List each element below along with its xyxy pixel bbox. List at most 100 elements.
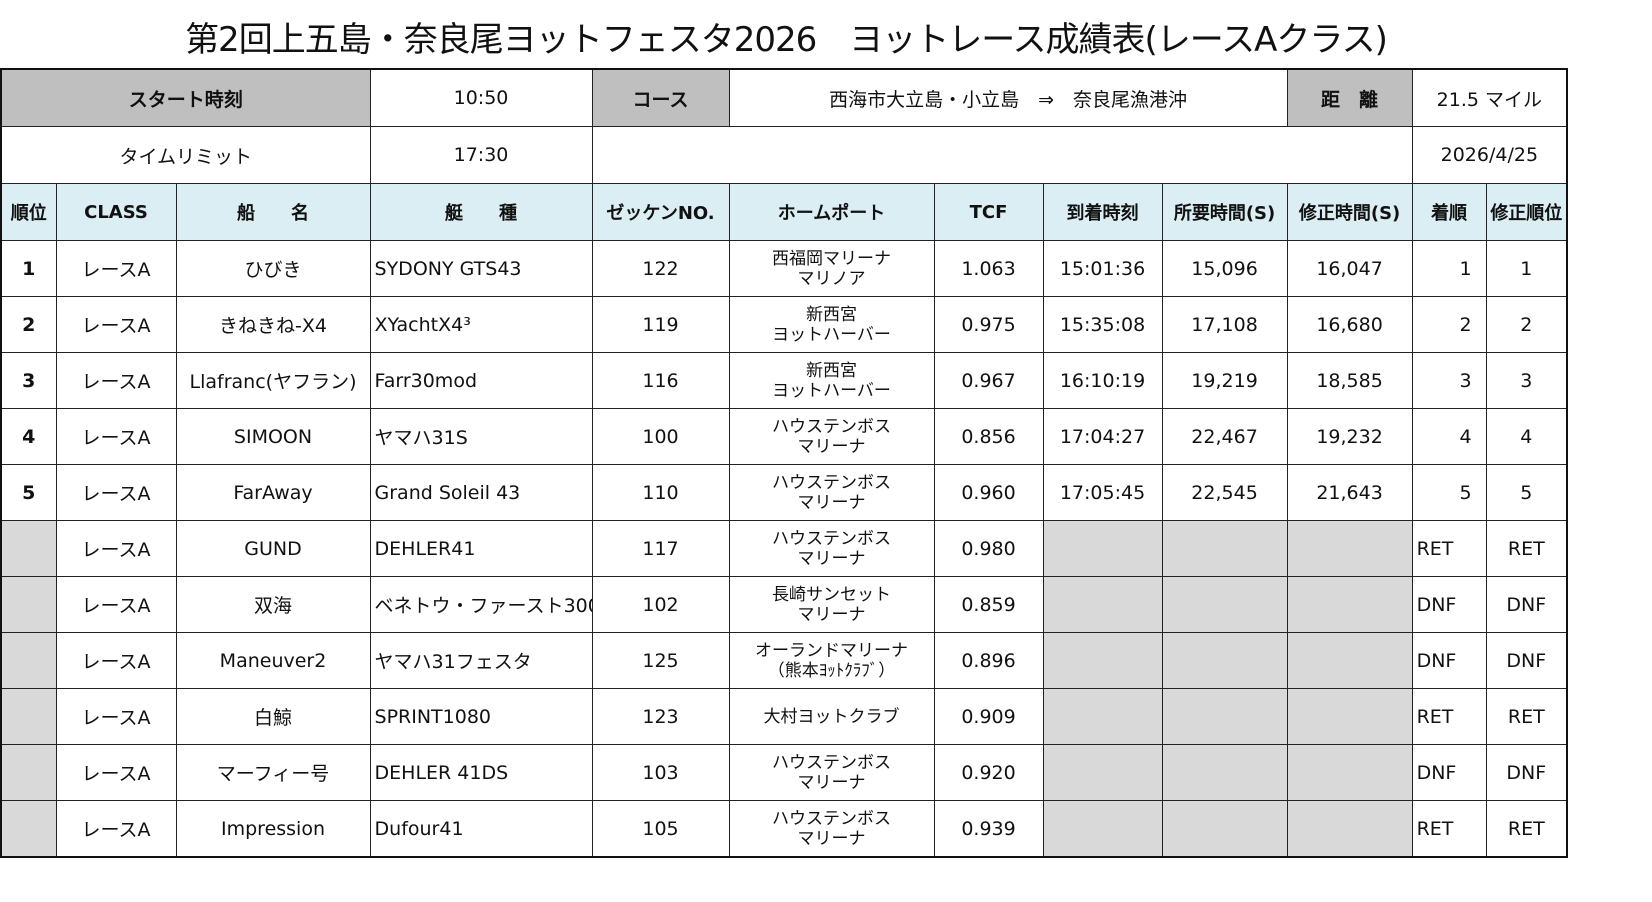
arrival-time-cell: 15:01:36	[1042, 240, 1163, 297]
table-row: レースA 双海 ベネトウ・ファースト300 102 長崎サンセット マリーナ 0.859 DN…	[0, 576, 1568, 633]
tcf-cell: 0.960	[933, 464, 1044, 521]
home-port-line: ヨットハーバー	[772, 324, 891, 345]
table-row: 1 レースA ひびき SYDONY GTS43 122 西福岡マリーナ マリノア 1.063 1…	[0, 240, 1568, 297]
tcf-cell: 0.980	[933, 520, 1044, 577]
class-cell: レースA	[55, 576, 177, 633]
arrival-time-cell	[1042, 632, 1163, 689]
home-port-cell: 新西宮 ヨットハーバー	[728, 352, 935, 409]
course-label: コース	[591, 68, 730, 127]
table-row: レースA 白鯨 SPRINT1080 123 大村ヨットクラブ 0.909 RET RET	[0, 688, 1568, 745]
start-time-label: スタート時刻	[0, 68, 371, 127]
arrival-time-cell	[1042, 520, 1163, 577]
blank-cell	[591, 126, 1413, 184]
home-port-line: マリーナ	[797, 828, 866, 849]
corrected-time-cell: 18,585	[1286, 352, 1413, 409]
column-header: 修正順位	[1485, 183, 1568, 241]
column-header: 着順	[1411, 183, 1487, 241]
sail-number-cell: 110	[591, 464, 730, 521]
tcf-cell: 1.063	[933, 240, 1044, 297]
tcf-cell: 0.909	[933, 688, 1044, 745]
boat-type-cell: SYDONY GTS43	[369, 240, 593, 297]
arrival-time-cell: 15:35:08	[1042, 296, 1163, 353]
sail-number-cell: 123	[591, 688, 730, 745]
corrected-time-cell: 16,680	[1286, 296, 1413, 353]
home-port-cell: 新西宮 ヨットハーバー	[728, 296, 935, 353]
boat-name-cell: Llafranc(ヤフラン)	[175, 352, 371, 409]
tcf-cell: 0.920	[933, 744, 1044, 801]
distance: 21.5 マイル	[1411, 68, 1568, 127]
tcf-cell: 0.859	[933, 576, 1044, 633]
elapsed-time-cell	[1161, 800, 1288, 858]
class-cell: レースA	[55, 520, 177, 577]
home-port-line: マリーナ	[797, 492, 866, 513]
elapsed-time-cell: 17,108	[1161, 296, 1288, 353]
finish-order-cell: DNF	[1411, 632, 1487, 689]
corrected-rank-cell: DNF	[1485, 576, 1568, 633]
boat-name-cell: FarAway	[175, 464, 371, 521]
table-row: 4 レースA SIMOON ヤマハ31S 100 ハウステンボス マリーナ 0.856 17:0…	[0, 408, 1568, 465]
arrival-time-cell: 17:04:27	[1042, 408, 1163, 465]
class-cell: レースA	[55, 240, 177, 297]
class-cell: レースA	[55, 744, 177, 801]
boat-type-cell: SPRINT1080	[369, 688, 593, 745]
corrected-time-cell	[1286, 800, 1413, 858]
class-cell: レースA	[55, 800, 177, 858]
corrected-rank-cell: 4	[1485, 408, 1568, 465]
home-port-cell: ハウステンボス マリーナ	[728, 520, 935, 577]
corrected-time-cell	[1286, 576, 1413, 633]
rank-cell: 1	[0, 240, 57, 297]
elapsed-time-cell	[1161, 688, 1288, 745]
table-row: レースA マーフィー号 DEHLER 41DS 103 ハウステンボス マリーナ 0.920…	[0, 744, 1568, 801]
elapsed-time-cell	[1161, 632, 1288, 689]
arrival-time-cell	[1042, 744, 1163, 801]
sail-number-cell: 119	[591, 296, 730, 353]
finish-order-cell: 1	[1411, 240, 1487, 297]
tcf-cell: 0.896	[933, 632, 1044, 689]
sail-number-cell: 116	[591, 352, 730, 409]
home-port-line: ハウステンボス	[772, 416, 892, 437]
corrected-rank-cell: 3	[1485, 352, 1568, 409]
arrival-time-cell	[1042, 688, 1163, 745]
arrival-time-cell	[1042, 576, 1163, 633]
corrected-rank-cell: 2	[1485, 296, 1568, 353]
boat-type-cell: XYachtX4³	[369, 296, 593, 353]
home-port-line: （熊本ﾖｯﾄｸﾗﾌﾞ）	[767, 660, 896, 681]
results-table: スタート時刻 10:50 コース 西海市大立島・小立島 ⇒ 奈良尾漁港沖 距 離…	[0, 68, 1569, 858]
tcf-cell: 0.856	[933, 408, 1044, 465]
home-port-cell: 西福岡マリーナ マリノア	[728, 240, 935, 297]
rank-cell: 4	[0, 408, 57, 465]
home-port-line: ハウステンボス	[772, 752, 892, 773]
table-row: 2 レースA きねきね-X4 XYachtX4³ 119 新西宮 ヨットハーバー 0.975 1…	[0, 296, 1568, 353]
time-limit-label: タイムリミット	[0, 126, 371, 184]
sail-number-cell: 103	[591, 744, 730, 801]
home-port-line: ヨットハーバー	[772, 380, 891, 401]
tcf-cell: 0.967	[933, 352, 1044, 409]
boat-name-cell: マーフィー号	[175, 744, 371, 801]
class-cell: レースA	[55, 296, 177, 353]
time-limit: 17:30	[369, 126, 593, 184]
finish-order-cell: 2	[1411, 296, 1487, 353]
home-port-line: マリーナ	[797, 548, 866, 569]
table-row: レースA GUND DEHLER41 117 ハウステンボス マリーナ 0.980 RET RE…	[0, 520, 1568, 577]
class-cell: レースA	[55, 352, 177, 409]
elapsed-time-cell	[1161, 520, 1288, 577]
boat-type-cell: ヤマハ31S	[369, 408, 593, 465]
home-port-cell: 大村ヨットクラブ	[728, 688, 935, 745]
boat-type-cell: DEHLER41	[369, 520, 593, 577]
distance-label: 距 離	[1286, 68, 1413, 127]
corrected-time-cell	[1286, 744, 1413, 801]
column-header: 到着時刻	[1042, 183, 1163, 241]
boat-name-cell: 白鯨	[175, 688, 371, 745]
home-port-line: マリノア	[797, 268, 866, 289]
corrected-time-cell: 16,047	[1286, 240, 1413, 297]
elapsed-time-cell	[1161, 576, 1288, 633]
boat-name-cell: GUND	[175, 520, 371, 577]
sail-number-cell: 102	[591, 576, 730, 633]
sail-number-cell: 125	[591, 632, 730, 689]
start-time: 10:50	[369, 68, 593, 127]
boat-name-cell: Impression	[175, 800, 371, 858]
corrected-time-cell	[1286, 520, 1413, 577]
home-port-cell: ハウステンボス マリーナ	[728, 464, 935, 521]
column-header: ホームポート	[728, 183, 935, 241]
finish-order-cell: RET	[1411, 520, 1487, 577]
